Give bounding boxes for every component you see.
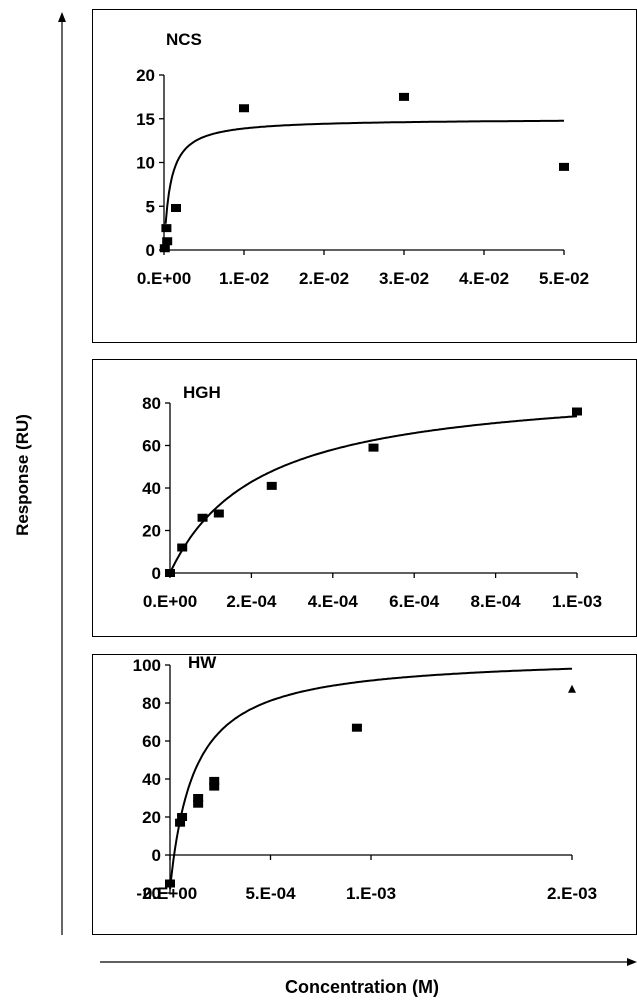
x-tick-label: 4.E-02: [459, 269, 509, 288]
global-y-axis-arrowhead: [58, 12, 66, 22]
y-tick-label: 10: [136, 154, 155, 173]
y-tick-label: -20: [136, 884, 161, 903]
data-point: [399, 92, 409, 101]
data-point: [177, 813, 188, 821]
data-point: [193, 799, 204, 808]
y-tick-label: 0: [152, 564, 161, 583]
y-tick-label: 20: [136, 66, 155, 85]
y-tick-label: 0: [146, 241, 155, 260]
data-point: [159, 244, 170, 253]
data-point: [171, 204, 181, 212]
x-tick-label: 5.E-04: [245, 884, 296, 903]
x-tick-label: 0.E+00: [137, 269, 191, 288]
fit-curve: [164, 119, 564, 224]
fit-curve: [169, 667, 573, 890]
x-tick-label: 8.E-04: [471, 592, 522, 611]
data-point: [177, 543, 188, 552]
y-tick-label: 40: [142, 770, 161, 789]
fit-curve: [169, 415, 578, 574]
chart-panel-ncs: NCS 0 5 10 15 20 0.E+00 1.E-02 2.E-02 3.E-02 4.E-0…: [136, 30, 589, 288]
chart-panel-hw: HW -20 0 20 40 60 80 100 0.E+00 5.E-04 1.E-03 2.E-0…: [133, 653, 597, 903]
y-tick-label: 40: [142, 479, 161, 498]
data-point: [162, 237, 173, 246]
y-tick-label: 15: [136, 110, 155, 129]
data-point: [209, 782, 220, 791]
y-tick-label: 80: [142, 394, 161, 413]
y-tick-label: 0: [152, 846, 161, 865]
x-tick-label: 6.E-04: [389, 592, 440, 611]
x-tick-label: 0.E+00: [143, 884, 197, 903]
data-point: [197, 513, 208, 522]
x-tick-label: 1.E-03: [552, 592, 602, 611]
y-tick-label: 80: [142, 694, 161, 713]
data-point: [161, 224, 172, 233]
chart-title: NCS: [166, 30, 202, 49]
data-point: [165, 879, 175, 888]
data-point: [368, 443, 379, 452]
y-tick-label: 20: [142, 522, 161, 541]
x-tick-label: 1.E-02: [219, 269, 269, 288]
y-tick-label: 60: [142, 732, 161, 751]
panel-frame-ncs: [92, 9, 637, 343]
y-tick-label: 100: [133, 656, 161, 675]
chart-title: HW: [188, 653, 217, 672]
data-point: [193, 794, 204, 802]
x-tick-label: 4.E-04: [308, 592, 359, 611]
data-point: [266, 481, 277, 490]
x-tick-label: 1.E-03: [346, 884, 396, 903]
data-point: [165, 569, 175, 577]
x-tick-label: 5.E-02: [539, 269, 589, 288]
x-tick-label: 3.E-02: [379, 269, 429, 288]
y-tick-label: 5: [146, 197, 155, 216]
x-tick-label: 2.E-02: [299, 269, 349, 288]
global-x-axis-arrowhead: [627, 958, 637, 966]
data-point: [239, 104, 249, 113]
data-point: [209, 776, 220, 785]
y-tick-label: 20: [142, 808, 161, 827]
global-x-axis-label: Concentration (M): [285, 977, 439, 997]
data-point: [213, 509, 224, 518]
y-tick-label: 60: [142, 437, 161, 456]
global-y-axis-label: Response (RU): [13, 414, 32, 536]
x-tick-label: 2.E-03: [547, 884, 597, 903]
data-point: [559, 162, 569, 171]
x-tick-label: 0.E+00: [143, 592, 197, 611]
data-point: [175, 818, 186, 827]
data-point: [572, 407, 582, 416]
data-point: [568, 684, 576, 693]
x-tick-label: 2.E-04: [226, 592, 277, 611]
data-point: [351, 723, 362, 732]
chart-title: HGH: [183, 383, 221, 402]
chart-panel-hgh: HGH 0 20 40 60 80 0.E+00 2.E-04 4.E-04 6.E-04 8.E-…: [142, 383, 602, 611]
